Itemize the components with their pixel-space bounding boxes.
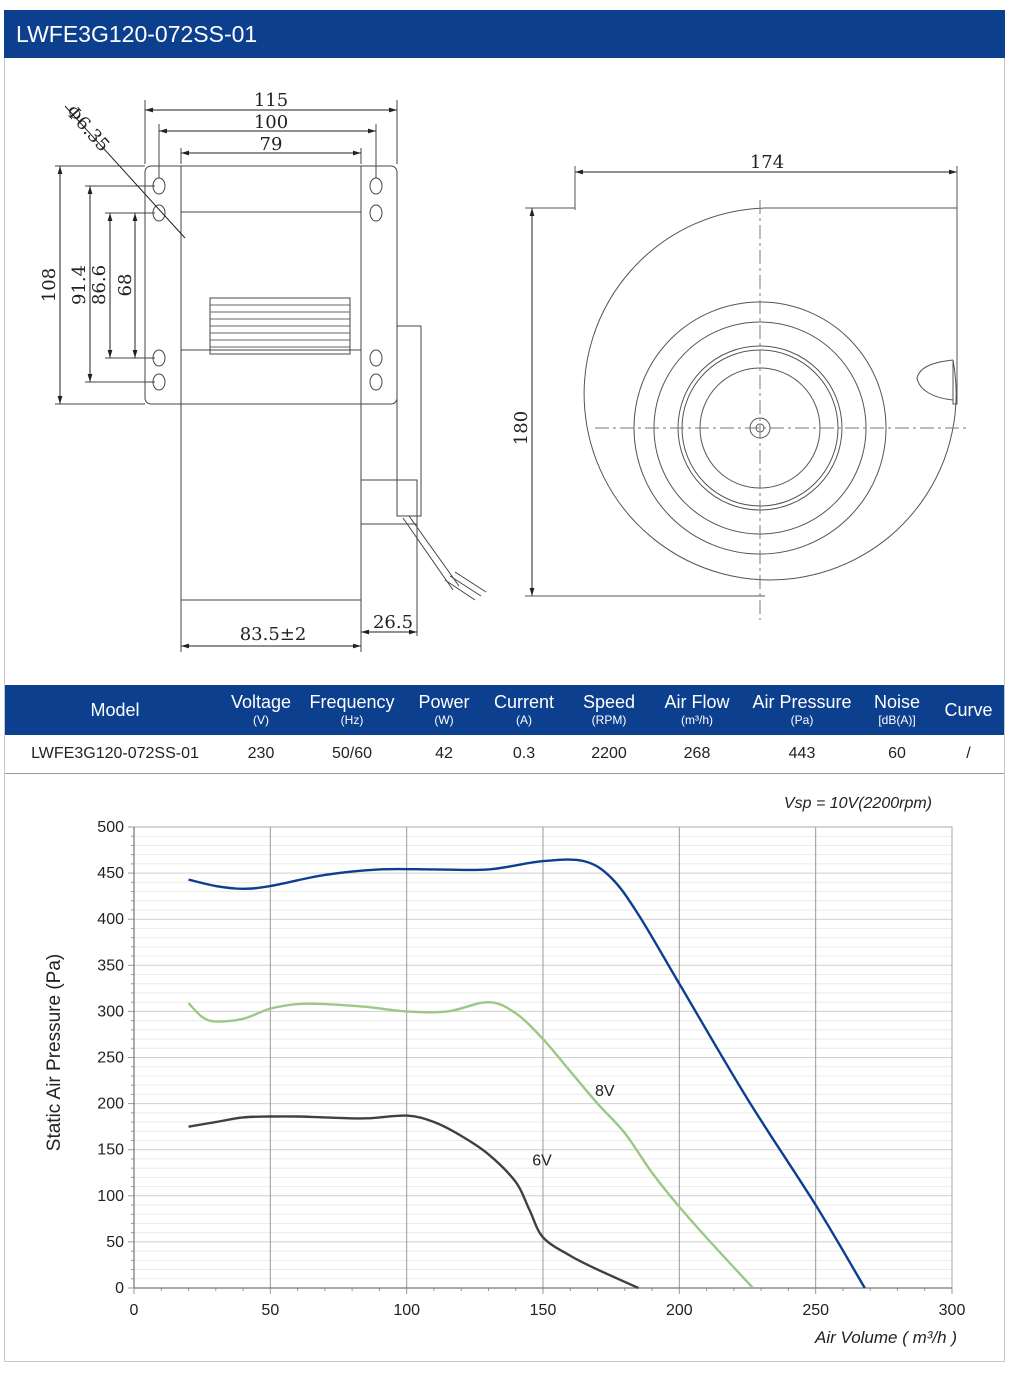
y-tick-label: 400 xyxy=(97,911,124,928)
series-line-0 xyxy=(188,858,866,1289)
x-tick-label: 300 xyxy=(939,1302,966,1319)
cell-air-flow: 268 xyxy=(651,735,743,774)
chart-grid xyxy=(133,826,953,1289)
col-header: Air Pressure (Pa) xyxy=(752,692,852,727)
table-row: LWFE3G120-072SS-01 230 50/60 42 0.3 2200… xyxy=(5,735,1004,774)
cell-voltage: 230 xyxy=(225,735,297,774)
dim-83-5: 83.5±2 xyxy=(240,624,307,645)
y-tick-label: 500 xyxy=(97,819,124,836)
cell-noise: 60 xyxy=(861,735,933,774)
col-header: Air Flow (m³/h) xyxy=(664,692,730,727)
y-tick-label: 250 xyxy=(97,1050,124,1067)
y-tick-label: 0 xyxy=(115,1280,124,1297)
technical-drawing: 115 100 79 Φ6.35 108 91.4 86.6 68 83.5±2… xyxy=(39,90,967,652)
x-tick-label: 200 xyxy=(666,1302,693,1319)
col-header: Power (W) xyxy=(418,692,470,727)
series-label: 8V xyxy=(595,1083,615,1100)
col-header: Speed (RPM) xyxy=(582,692,636,727)
cell-power: 42 xyxy=(407,735,481,774)
dim-100: 100 xyxy=(254,112,288,133)
x-tick-label: 0 xyxy=(130,1302,139,1319)
dim-91-4: 91.4 xyxy=(69,265,90,305)
col-header: Voltage (V) xyxy=(230,692,292,727)
chart-axes: 0 50 100 150 200 250 300 0 50 100 150 200 250 300 350 4… xyxy=(97,819,965,1319)
mount-hole xyxy=(369,177,383,195)
spec-table-header: Model Voltage (V) Frequency (Hz) Power (W) … xyxy=(5,685,1004,735)
cell-frequency: 50/60 xyxy=(297,735,407,774)
cell-curve: / xyxy=(933,735,1004,774)
spec-table: Model Voltage (V) Frequency (Hz) Power (W) … xyxy=(5,685,1004,774)
dim-phi: Φ6.35 xyxy=(61,101,113,156)
chart-series xyxy=(187,858,866,1290)
y-tick-label: 200 xyxy=(97,1096,124,1113)
y-axis-label: Static Air Pressure (Pa) xyxy=(44,954,65,1151)
series-line-1 xyxy=(187,1000,754,1289)
cell-current: 0.3 xyxy=(481,735,567,774)
x-tick-label: 100 xyxy=(393,1302,420,1319)
x-tick-label: 50 xyxy=(261,1302,279,1319)
col-header: Noise [dB(A)] xyxy=(873,692,921,727)
series-label: 6V xyxy=(532,1152,552,1169)
y-tick-label: 350 xyxy=(97,957,124,974)
chart-annotation: Vsp = 10V(2200rpm) xyxy=(784,795,932,812)
cell-speed: 2200 xyxy=(567,735,651,774)
mounting-plate xyxy=(144,165,398,405)
mount-hole xyxy=(369,204,383,222)
dim-108: 108 xyxy=(39,268,60,302)
title-bar: LWFE3G120-072SS-01 xyxy=(4,10,1005,58)
y-tick-label: 50 xyxy=(106,1234,124,1251)
motor-lower-body xyxy=(180,403,362,601)
dim-180: 180 xyxy=(511,411,532,445)
performance-chart: 0 50 100 150 200 250 300 0 50 100 150 200 250 300 350 4… xyxy=(44,795,965,1347)
dim-174: 174 xyxy=(750,152,784,173)
col-header: Model xyxy=(90,700,140,720)
dim-68: 68 xyxy=(115,274,136,297)
mount-hole xyxy=(369,349,383,367)
y-tick-label: 450 xyxy=(97,865,124,882)
chart-labels: 8V 6V Vsp = 10V(2200rpm) Air Volume ( m³/h … xyxy=(44,795,957,1347)
dim-115: 115 xyxy=(254,90,288,111)
x-tick-label: 150 xyxy=(530,1302,557,1319)
front-view xyxy=(525,166,958,597)
mount-hole xyxy=(369,373,383,391)
y-tick-label: 300 xyxy=(97,1003,124,1020)
y-tick-label: 100 xyxy=(97,1188,124,1205)
page-title: LWFE3G120-072SS-01 xyxy=(16,20,258,47)
cell-air-pressure: 443 xyxy=(743,735,861,774)
x-axis-label: Air Volume ( m³/h ) xyxy=(814,1328,957,1347)
col-header: Current (A) xyxy=(493,692,555,727)
series-line-2 xyxy=(188,1114,639,1290)
dim-79: 79 xyxy=(260,134,283,155)
cell-model: LWFE3G120-072SS-01 xyxy=(5,735,225,774)
dim-86-6: 86.6 xyxy=(89,265,110,305)
col-header: Frequency (Hz) xyxy=(309,692,395,727)
x-tick-label: 250 xyxy=(802,1302,829,1319)
col-header: Curve xyxy=(944,700,993,720)
dim-26-5: 26.5 xyxy=(373,612,413,633)
y-tick-label: 150 xyxy=(97,1142,124,1159)
motor-housing xyxy=(180,165,362,405)
